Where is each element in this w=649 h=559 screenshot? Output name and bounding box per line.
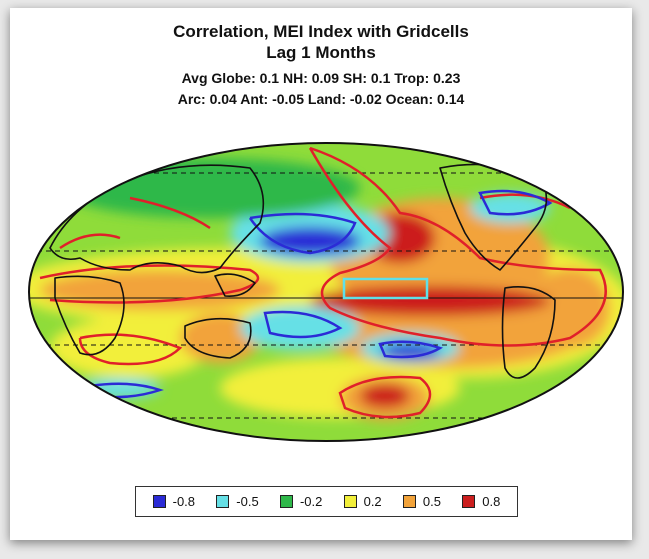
australia-outline	[184, 317, 252, 359]
contour-red-south-pacific	[338, 375, 432, 419]
africa-outline	[54, 275, 125, 356]
contour-blue-north-atlantic	[478, 189, 553, 216]
chart-card: Correlation, MEI Index with Gridcells La…	[10, 8, 632, 540]
globe-border	[28, 142, 624, 442]
legend-item: -0.5	[216, 494, 259, 509]
map-field	[29, 143, 623, 441]
legend-label: 0.8	[482, 494, 501, 509]
legend-label: 0.2	[363, 494, 382, 509]
patch-north-atlantic-cyan	[470, 193, 550, 223]
legend-item: 0.8	[462, 494, 500, 509]
chart-subtitle: Lag 1 Months	[266, 43, 376, 62]
legend-label: -0.2	[299, 494, 323, 509]
legend-label: -0.8	[172, 494, 196, 509]
legend-item: 0.2	[343, 494, 382, 509]
legend-swatch	[279, 495, 293, 508]
patch-north-green	[60, 158, 360, 218]
stats-line-1: Avg Globe: 0.1 NH: 0.09 SH: 0.1 Trop: 0.…	[181, 70, 461, 86]
enso-region-box	[342, 277, 429, 300]
legend-item: 0.5	[402, 494, 441, 509]
legend-item: -0.8	[152, 494, 196, 509]
maritime-continent-outline	[214, 273, 256, 298]
correlation-map	[28, 142, 624, 442]
contour-red-pacific	[308, 146, 607, 347]
chart-title: Correlation, MEI Index with Gridcells	[173, 22, 469, 41]
legend-swatch	[216, 495, 230, 508]
patch-indian-yellow	[50, 318, 210, 378]
south-america-outline	[501, 286, 556, 379]
legend-swatch	[402, 495, 416, 508]
contour-blue-south-pacific	[378, 340, 443, 359]
legend-swatch	[462, 495, 476, 508]
contour-blue-south-west	[263, 310, 343, 339]
legend: -0.8 -0.5 -0.2 0.2 0.5 0.8	[135, 486, 518, 517]
patch-atlantic-orange	[530, 268, 610, 348]
legend-label: 0.5	[422, 494, 441, 509]
legend-swatch	[343, 495, 357, 508]
patch-enso-core	[310, 286, 550, 316]
contour-red-north	[59, 193, 571, 250]
patch-australia-orange	[180, 313, 260, 363]
contour-red-indian	[39, 264, 260, 304]
contour-blue-west-pacific	[248, 212, 357, 255]
legend-swatch	[152, 495, 166, 508]
patch-west-pacific-cyan-south	[240, 306, 360, 350]
stats-line-2: Arc: 0.04 Ant: -0.05 Land: -0.02 Ocean: …	[177, 91, 465, 107]
legend-label: -0.5	[236, 494, 259, 509]
patch-indian-orange	[40, 270, 280, 310]
legend-item: -0.2	[279, 494, 323, 509]
patch-south-red	[360, 384, 410, 408]
